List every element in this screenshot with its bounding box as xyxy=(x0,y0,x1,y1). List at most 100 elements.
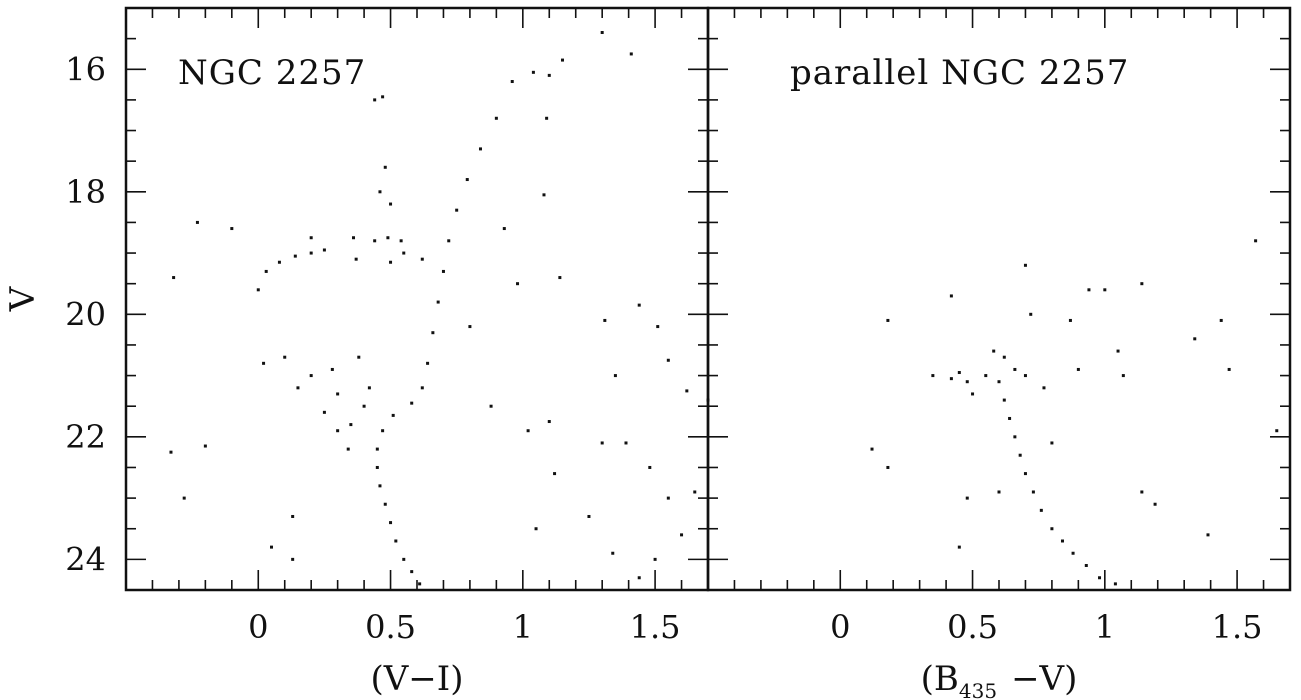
data-point xyxy=(256,288,260,292)
data-point xyxy=(1140,282,1144,286)
data-point xyxy=(410,401,414,405)
data-point xyxy=(666,358,670,362)
data-point xyxy=(383,165,387,169)
data-point xyxy=(389,521,393,525)
data-point xyxy=(587,514,591,518)
data-point xyxy=(436,300,440,304)
data-point xyxy=(420,257,424,261)
x-tick-label: 0 xyxy=(248,608,268,646)
data-point xyxy=(1060,539,1064,543)
y-axis-label: V xyxy=(3,285,43,312)
data-point xyxy=(547,73,551,77)
data-point xyxy=(680,533,684,537)
data-point xyxy=(706,398,710,402)
data-point xyxy=(611,551,615,555)
data-point xyxy=(1023,374,1027,378)
x-tick-label: 0 xyxy=(830,608,850,646)
data-point xyxy=(373,98,377,102)
data-points xyxy=(169,31,1279,586)
y-tick-label: 18 xyxy=(65,173,106,211)
data-point xyxy=(296,386,300,390)
data-point xyxy=(336,392,340,396)
data-point xyxy=(455,208,459,212)
data-point xyxy=(418,582,422,586)
data-point xyxy=(367,386,371,390)
data-point xyxy=(547,420,551,424)
data-point xyxy=(957,545,961,549)
data-point xyxy=(949,294,953,298)
data-point xyxy=(195,220,199,224)
data-point xyxy=(545,116,549,120)
data-point xyxy=(1227,367,1231,371)
data-point xyxy=(169,450,173,454)
right-panel-title: parallel NGC 2257 xyxy=(790,53,1129,93)
data-point xyxy=(309,236,313,240)
data-point xyxy=(502,227,506,231)
data-point xyxy=(1013,367,1017,371)
data-point xyxy=(402,251,406,255)
data-point xyxy=(656,325,660,329)
data-point xyxy=(931,374,935,378)
data-point xyxy=(375,447,379,451)
data-point xyxy=(264,269,268,273)
data-point xyxy=(270,545,273,549)
data-point xyxy=(1039,508,1043,512)
data-point xyxy=(1098,576,1102,580)
data-point xyxy=(1206,533,1210,537)
data-point xyxy=(1023,472,1027,476)
data-point xyxy=(693,490,697,494)
data-point xyxy=(399,239,403,243)
data-point xyxy=(870,447,874,451)
data-point xyxy=(1121,374,1125,378)
x-tick-label: 1.5 xyxy=(630,608,681,646)
data-point xyxy=(1076,367,1080,371)
data-point xyxy=(291,514,295,518)
data-point xyxy=(558,276,562,280)
data-point xyxy=(354,257,358,261)
data-point xyxy=(381,429,385,433)
data-point xyxy=(389,260,393,264)
data-point xyxy=(629,52,633,56)
data-point xyxy=(1087,288,1091,292)
data-point xyxy=(542,193,546,197)
data-point xyxy=(624,441,628,445)
data-point xyxy=(526,429,530,433)
x-tick-label: 0.5 xyxy=(365,608,416,646)
data-point xyxy=(1068,318,1072,322)
data-point xyxy=(330,367,334,371)
data-point xyxy=(965,496,969,500)
data-point xyxy=(362,404,366,408)
data-point xyxy=(992,349,996,353)
data-point xyxy=(410,570,414,574)
data-point xyxy=(1002,355,1006,359)
data-point xyxy=(394,539,398,543)
data-point xyxy=(378,484,382,488)
data-point xyxy=(352,236,356,240)
data-point xyxy=(534,527,538,531)
data-point xyxy=(203,444,207,448)
data-point xyxy=(637,303,641,307)
data-point xyxy=(402,557,406,561)
data-point xyxy=(283,355,287,359)
data-point xyxy=(1116,349,1120,353)
data-point xyxy=(1071,551,1075,555)
data-point xyxy=(389,202,393,206)
data-point xyxy=(1002,398,1006,402)
data-point xyxy=(971,392,975,396)
data-point xyxy=(685,389,689,393)
data-point xyxy=(600,31,604,35)
data-point xyxy=(386,236,390,240)
data-point xyxy=(1050,527,1054,531)
data-point xyxy=(653,557,657,561)
data-point xyxy=(1103,288,1107,292)
data-point xyxy=(375,465,379,469)
data-point xyxy=(1193,337,1197,341)
data-point xyxy=(478,147,482,151)
data-point xyxy=(600,441,604,445)
right-x-axis-label-rest: −V) xyxy=(1011,659,1077,699)
data-point xyxy=(637,576,641,580)
data-point xyxy=(277,260,281,264)
data-point xyxy=(648,465,652,469)
data-point xyxy=(1153,502,1157,506)
y-tick-label: 24 xyxy=(65,540,106,578)
